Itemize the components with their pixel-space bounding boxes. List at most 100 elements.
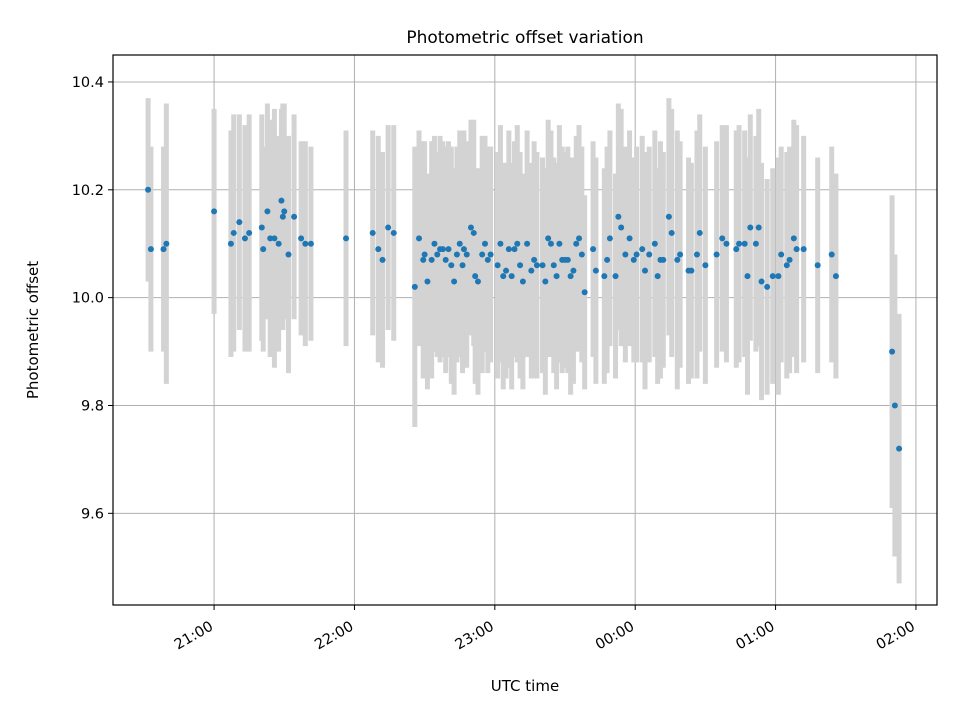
y-axis: 9.6 9.8 10.0 10.2 10.4: [72, 75, 113, 522]
data-point: [646, 251, 653, 258]
data-point: [439, 246, 446, 253]
data-point: [800, 246, 807, 253]
data-point: [755, 224, 762, 231]
data-point: [385, 224, 392, 231]
data-point: [539, 262, 546, 269]
data-point: [573, 240, 580, 247]
data-point: [508, 273, 515, 280]
data-point: [615, 213, 622, 220]
data-point: [481, 240, 488, 247]
data-point: [550, 262, 557, 269]
data-point: [459, 262, 466, 269]
data-point: [145, 186, 152, 193]
y-tick-label: 9.6: [81, 506, 104, 522]
data-point: [633, 251, 640, 258]
data-point: [307, 240, 314, 247]
data-point: [783, 262, 790, 269]
data-point: [474, 278, 481, 285]
data-point: [786, 256, 793, 263]
data-point: [547, 240, 554, 247]
data-point: [302, 240, 309, 247]
chart-title: Photometric offset variation: [406, 28, 643, 48]
data-point: [390, 229, 397, 236]
data-point: [660, 256, 667, 263]
data-point: [445, 246, 452, 253]
data-point: [343, 235, 350, 242]
data-point: [642, 267, 649, 274]
data-point: [460, 246, 467, 253]
data-point: [622, 251, 629, 258]
data-point: [463, 251, 470, 258]
data-point: [451, 278, 458, 285]
data-point: [677, 251, 684, 258]
data-point: [505, 246, 512, 253]
data-point: [626, 235, 633, 242]
data-point: [236, 219, 243, 226]
data-point: [654, 273, 661, 280]
data-point: [163, 240, 170, 247]
data-point: [487, 251, 494, 258]
data-point: [651, 240, 658, 247]
data-point: [752, 240, 759, 247]
data-point: [592, 267, 599, 274]
data-point: [467, 224, 474, 231]
y-axis-title: Photometric offset: [24, 261, 42, 399]
data-point: [896, 445, 903, 452]
plot-frame: [112, 54, 938, 606]
data-point: [211, 208, 218, 215]
data-point: [778, 251, 785, 258]
data-point: [889, 348, 896, 355]
data-point: [723, 240, 730, 247]
points-layer: [145, 186, 903, 452]
data-point: [733, 246, 740, 253]
data-point: [246, 229, 253, 236]
data-point: [442, 256, 449, 263]
data-point: [696, 229, 703, 236]
data-point: [258, 224, 265, 231]
data-point: [581, 289, 588, 296]
data-point: [514, 240, 521, 247]
data-point: [379, 256, 386, 263]
data-point: [484, 256, 491, 263]
data-point: [556, 240, 563, 247]
data-point: [736, 240, 743, 247]
data-point: [606, 235, 613, 242]
data-point: [674, 256, 681, 263]
y-tick-label: 9.8: [81, 398, 104, 414]
data-point: [470, 229, 477, 236]
data-point: [545, 235, 552, 242]
data-point: [291, 213, 298, 220]
data-point: [828, 251, 835, 258]
data-point: [747, 224, 754, 231]
data-point: [431, 240, 438, 247]
data-point: [503, 267, 510, 274]
data-point: [764, 283, 771, 290]
data-point: [267, 235, 274, 242]
data-point: [604, 256, 611, 263]
data-point: [420, 256, 427, 263]
data-point: [542, 278, 549, 285]
data-point: [456, 240, 463, 247]
data-point: [758, 278, 765, 285]
data-point: [713, 251, 720, 258]
data-point: [524, 240, 531, 247]
data-point: [814, 262, 821, 269]
data-point: [790, 235, 797, 242]
data-point: [688, 267, 695, 274]
data-point: [264, 208, 271, 215]
data-point: [479, 251, 486, 258]
data-point: [719, 235, 726, 242]
data-point: [494, 262, 501, 269]
data-point: [160, 246, 167, 253]
data-point: [832, 273, 839, 280]
data-point: [744, 273, 751, 280]
data-point: [434, 251, 441, 258]
data-point: [260, 246, 267, 253]
data-point: [630, 256, 637, 263]
data-point: [533, 262, 540, 269]
data-point: [448, 262, 455, 269]
data-point: [639, 246, 646, 253]
data-point: [227, 240, 234, 247]
data-point: [241, 235, 248, 242]
y-tick-label: 10.0: [72, 291, 104, 307]
